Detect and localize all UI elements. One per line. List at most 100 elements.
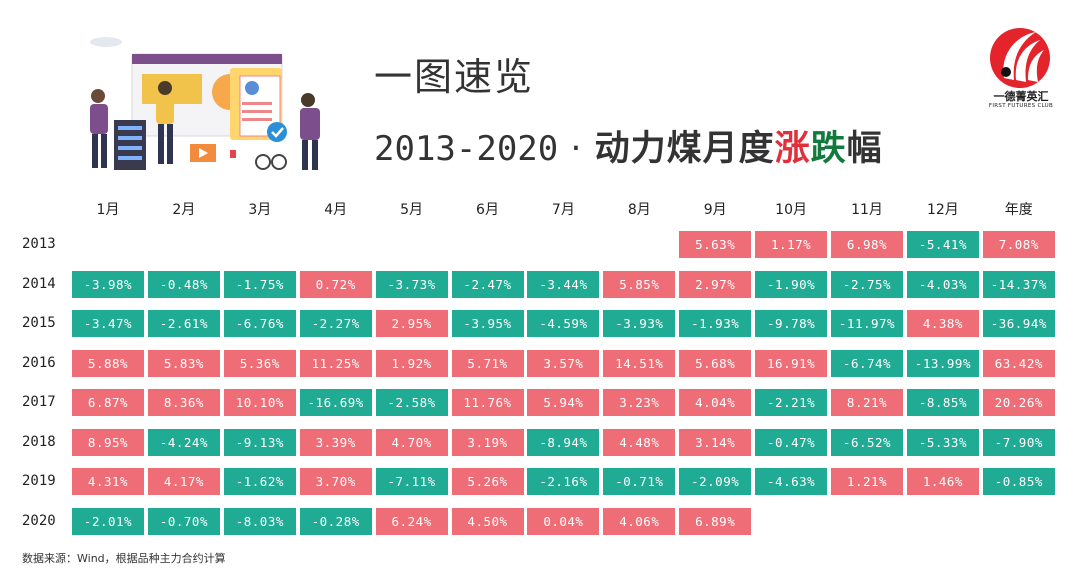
row-label-year: 2016	[22, 354, 56, 371]
data-cell: 5.63%	[679, 231, 752, 258]
data-cell: 1.46%	[906, 468, 979, 495]
data-cell: 11.76%	[451, 389, 524, 416]
data-cell: 6.87%	[72, 389, 144, 416]
column-header: 12月	[926, 202, 959, 218]
data-cell: -2.01%	[72, 507, 144, 535]
column-header: 3月	[248, 202, 272, 218]
data-cell: -1.75%	[223, 270, 296, 298]
data-cell: -2.09%	[679, 468, 752, 495]
data-cell: 0.72%	[299, 270, 372, 298]
column-header: 10月	[775, 202, 807, 218]
data-cell: -2.75%	[831, 270, 903, 298]
office-illustration	[90, 37, 320, 170]
column-header: 7月	[551, 202, 575, 218]
data-cell: -6.74%	[831, 349, 903, 377]
data-cell: -2.61%	[147, 310, 220, 337]
data-cell: -9.13%	[223, 428, 296, 456]
data-cell: -0.85%	[982, 468, 1055, 495]
column-header: 11月	[851, 202, 883, 218]
data-cell: 5.88%	[72, 349, 144, 377]
row-label-year: 2020	[22, 512, 56, 529]
data-cell: -14.37%	[982, 270, 1055, 298]
data-cell: 7.08%	[982, 231, 1055, 258]
data-cell: -2.58%	[375, 389, 448, 416]
data-cell: -1.90%	[755, 270, 828, 298]
data-cell: 2.97%	[679, 270, 752, 298]
data-cell: 6.24%	[375, 507, 448, 535]
column-header: 6月	[476, 202, 499, 218]
data-cell: -2.47%	[451, 270, 524, 298]
data-cell: -7.11%	[375, 468, 448, 495]
data-source-note: 数据来源：Wind，根据品种主力合约计算	[22, 552, 226, 565]
data-cell: -3.95%	[451, 310, 524, 337]
data-cell: 5.68%	[679, 349, 752, 377]
page-title: 一图速览	[374, 55, 535, 99]
data-cell: 14.51%	[603, 349, 676, 377]
data-cell: 3.57%	[527, 349, 600, 377]
data-cell: -8.85%	[906, 389, 979, 416]
data-cell: -8.94%	[527, 428, 600, 456]
data-cell: 8.95%	[72, 428, 144, 456]
data-cell: 5.26%	[451, 468, 524, 495]
subtitle-main: 动力煤月度	[594, 129, 775, 169]
data-cell: -5.41%	[906, 231, 979, 258]
data-cell: -4.59%	[527, 310, 600, 337]
data-cell: 5.94%	[527, 389, 600, 416]
data-cell: -0.48%	[147, 270, 220, 298]
data-cell: -4.03%	[906, 270, 979, 298]
subtitle-end: 幅	[846, 129, 883, 169]
data-cell: 0.04%	[527, 507, 600, 535]
page-subtitle: 2013-2020 · 动力煤月度涨跌幅	[374, 120, 883, 171]
row-label-year: 2013	[22, 236, 56, 252]
data-cell: -2.27%	[299, 310, 372, 337]
data-cell: 4.17%	[147, 468, 220, 495]
row-label-year: 2014	[22, 275, 56, 292]
data-cell: -0.28%	[299, 507, 372, 535]
company-logo	[990, 28, 1050, 88]
data-cell: 4.06%	[603, 507, 676, 535]
column-header: 年度	[1004, 202, 1033, 218]
data-cell: -6.52%	[831, 428, 903, 456]
data-cell: 2.95%	[375, 310, 448, 337]
column-header: 5月	[400, 202, 424, 218]
data-cell: -3.98%	[72, 270, 144, 298]
data-cell: -5.33%	[906, 428, 979, 456]
data-cell: -2.16%	[527, 468, 600, 495]
data-cell: -0.71%	[603, 468, 676, 495]
row-label-year: 2019	[22, 473, 56, 489]
data-cell: -4.24%	[147, 428, 220, 456]
data-cell: -3.73%	[375, 270, 448, 298]
data-cell: 3.23%	[603, 389, 676, 416]
column-header: 2月	[172, 202, 196, 218]
data-cell: -3.93%	[603, 310, 676, 337]
data-cell: 5.85%	[603, 270, 676, 298]
data-cell: 3.39%	[299, 428, 372, 456]
data-cell: 4.50%	[451, 507, 524, 535]
data-cell: 1.92%	[375, 349, 448, 377]
column-header: 1月	[96, 202, 120, 218]
data-cell: 20.26%	[982, 389, 1055, 416]
data-cell: -4.63%	[755, 468, 828, 495]
data-cell: 8.36%	[147, 389, 220, 416]
subtitle-dot: ·	[558, 129, 595, 169]
logo-name: 一德菁英汇	[993, 90, 1049, 103]
row-label-year: 2018	[22, 433, 56, 450]
data-cell: -1.62%	[223, 468, 296, 495]
subtitle-up: 涨	[774, 129, 811, 169]
data-cell: 4.04%	[679, 389, 752, 416]
data-cell: 3.70%	[299, 468, 372, 495]
data-cell: -11.97%	[831, 310, 903, 337]
data-cell: 1.21%	[831, 468, 903, 495]
data-cell: 4.70%	[375, 428, 448, 456]
data-cell: -2.21%	[755, 389, 828, 416]
data-cell: -16.69%	[299, 389, 372, 416]
data-cell: 8.21%	[831, 389, 903, 416]
data-cell: 10.10%	[223, 389, 296, 416]
data-cell: 1.17%	[755, 231, 828, 258]
data-cell: 6.98%	[831, 231, 903, 258]
column-header: 4月	[324, 202, 348, 218]
data-cell: 5.36%	[223, 349, 296, 377]
row-label-year: 2017	[22, 394, 56, 410]
data-cell: -3.47%	[72, 310, 144, 337]
subtitle-years: 2013-2020	[374, 129, 559, 169]
